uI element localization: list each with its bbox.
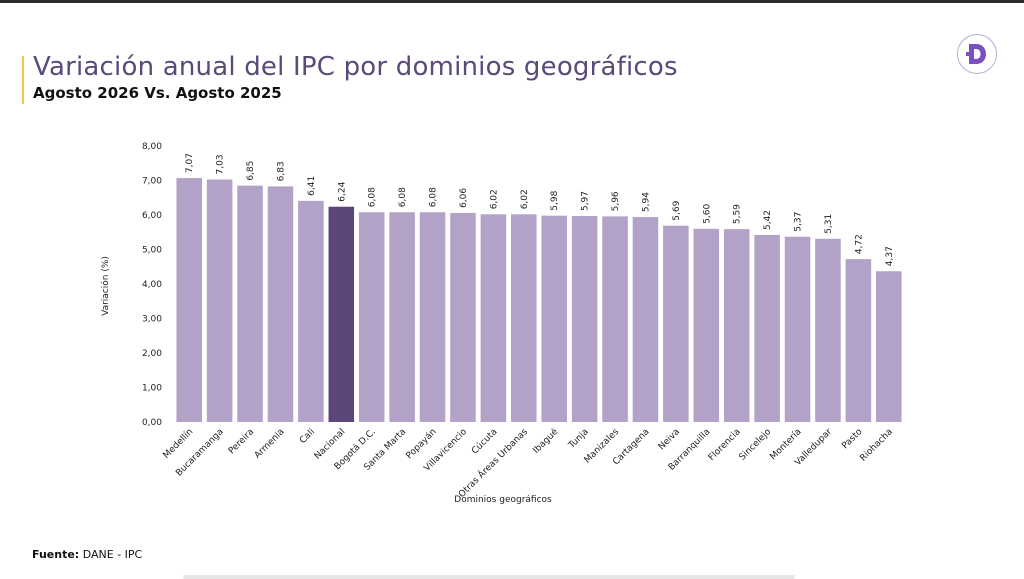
dane-d-logo-icon (957, 34, 997, 74)
bar (663, 225, 689, 422)
bar-value-label: 5,97 (581, 191, 591, 211)
logo-glyph (966, 44, 986, 64)
source-note: Fuente: DANE - IPC (32, 548, 142, 561)
bar (571, 216, 598, 422)
bar (419, 212, 446, 422)
y-tick-label: 4,00 (142, 280, 162, 290)
bar (784, 236, 811, 422)
category-label: Florencia (707, 427, 743, 463)
bar (754, 235, 780, 422)
bar-value-label: 4,72 (854, 234, 864, 254)
bar-value-label: 5,37 (794, 212, 804, 232)
bar (237, 185, 263, 422)
bar (389, 212, 415, 422)
bar-value-label: 7,07 (185, 153, 195, 173)
category-label: Armenia (253, 427, 287, 461)
bar-value-label: 6,02 (489, 189, 499, 209)
bar-value-label: 6,24 (337, 181, 347, 201)
bar (815, 238, 841, 422)
category-label: Cúcuta (470, 427, 499, 456)
bar (693, 228, 720, 422)
bar (602, 216, 628, 422)
top-border (0, 0, 1024, 3)
y-tick-label: 0,00 (142, 418, 162, 428)
title-accent-bar (22, 56, 24, 104)
bar (632, 217, 659, 422)
bar (450, 212, 476, 422)
bar-values-group: 7,07 7,03 6,85 6,83 6,41 6,24 6,08 6,08 6,08 6,06… (185, 153, 895, 266)
bar (541, 215, 567, 422)
y-axis: 0,00 1,00 2,00 3,00 4,00 5,00 6,00 7,00 8,00 (142, 142, 162, 428)
y-tick-label: 6,00 (142, 211, 162, 221)
horizontal-scrollbar[interactable] (183, 575, 795, 579)
bar (267, 186, 294, 422)
bar-value-label: 5,96 (611, 191, 621, 211)
category-label: Pereira (227, 427, 256, 456)
bar-value-label: 5,42 (763, 210, 773, 230)
bar (298, 200, 324, 422)
bar (206, 179, 233, 422)
bar-value-label: 6,83 (276, 161, 286, 181)
bar-value-label: 5,60 (702, 203, 712, 223)
x-axis-title: Dominios geográficos (454, 495, 552, 505)
bars-group (176, 178, 902, 422)
bar-value-label: 5,94 (641, 192, 651, 212)
y-axis-title: Variación (%) (100, 256, 111, 316)
bar (328, 206, 355, 422)
bar-value-label: 6,06 (459, 188, 469, 208)
bar-value-label: 6,85 (246, 161, 256, 181)
bar-value-label: 5,31 (824, 214, 834, 234)
bar-value-label: 6,08 (398, 187, 408, 207)
bar-value-label: 6,08 (429, 187, 439, 207)
page-subtitle: Agosto 2026 Vs. Agosto 2025 (33, 84, 282, 102)
bar-value-label: 7,03 (216, 154, 226, 174)
category-label: Cali (298, 427, 317, 446)
bar (876, 271, 902, 422)
y-tick-label: 2,00 (142, 349, 162, 359)
bar (176, 178, 202, 422)
source-text: DANE - IPC (79, 548, 143, 561)
y-tick-label: 1,00 (142, 384, 162, 394)
y-tick-label: 7,00 (142, 177, 162, 187)
y-tick-label: 5,00 (142, 246, 162, 256)
bar-value-label: 6,08 (368, 187, 378, 207)
source-label: Fuente: (32, 548, 80, 561)
bar-value-label: 5,69 (672, 200, 682, 220)
category-label: Riohacha (858, 427, 895, 464)
bar-value-label: 6,41 (307, 176, 317, 196)
y-tick-label: 8,00 (142, 142, 162, 152)
bar (358, 212, 385, 422)
category-label: Pasto (840, 427, 865, 452)
category-label: Neiva (657, 427, 682, 452)
bar-value-label: 5,59 (733, 204, 743, 224)
category-label: Sincelejo (738, 427, 774, 463)
bar (845, 259, 872, 422)
bar-value-label: 5,98 (550, 190, 560, 210)
bar-value-label: 6,02 (520, 189, 530, 209)
page-title: Variación anual del IPC por dominios geo… (33, 52, 678, 82)
y-tick-label: 3,00 (142, 315, 162, 325)
bar (723, 229, 750, 422)
bar (480, 214, 507, 422)
category-label: Tunja (566, 427, 590, 451)
bar (511, 214, 537, 422)
category-label: Ibagué (531, 426, 561, 456)
bar-value-label: 4,37 (885, 246, 895, 266)
